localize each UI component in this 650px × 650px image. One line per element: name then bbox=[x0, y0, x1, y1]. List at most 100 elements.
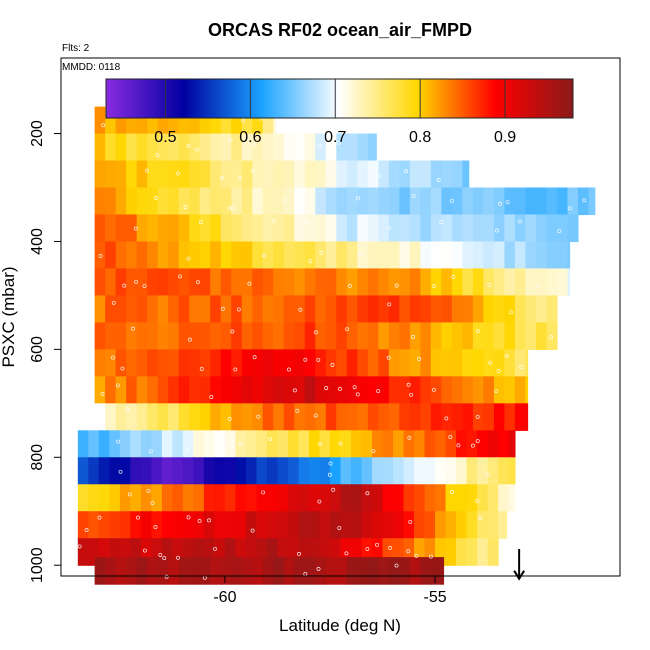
heatmap-cell bbox=[420, 160, 432, 189]
heatmap-cell bbox=[172, 484, 184, 512]
heatmap-cell bbox=[119, 484, 131, 512]
heatmap-cell bbox=[245, 484, 258, 512]
heatmap-cell bbox=[105, 403, 117, 431]
heatmap-cell bbox=[493, 376, 506, 404]
heatmap-cell bbox=[94, 106, 106, 135]
heatmap-cell bbox=[126, 106, 138, 135]
heatmap-cell bbox=[147, 214, 159, 243]
heatmap-cell bbox=[241, 106, 253, 135]
mmdd-label: MMDD: 0118 bbox=[62, 62, 121, 73]
heatmap-cell bbox=[88, 511, 100, 539]
heatmap-cell bbox=[252, 268, 264, 297]
heatmap-cell bbox=[94, 160, 106, 189]
heatmap-cell bbox=[273, 295, 285, 323]
heatmap-cell bbox=[287, 484, 300, 512]
heatmap-cell bbox=[189, 557, 201, 585]
heatmap-cell bbox=[262, 295, 274, 323]
heatmap-cell bbox=[235, 511, 247, 539]
heatmap-cell bbox=[126, 187, 138, 216]
heatmap-cell bbox=[325, 133, 337, 162]
observation-marker bbox=[186, 256, 191, 261]
heatmap-cell bbox=[283, 322, 295, 350]
heatmap-cell bbox=[231, 349, 243, 377]
heatmap-cell bbox=[435, 538, 447, 566]
heatmap-cell bbox=[147, 557, 159, 585]
heatmap-cell bbox=[98, 484, 110, 512]
observation-marker bbox=[439, 220, 444, 225]
heatmap-cell bbox=[382, 511, 394, 539]
heatmap-cell bbox=[567, 187, 579, 216]
heatmap-cell bbox=[535, 295, 548, 323]
heatmap-cell bbox=[178, 214, 190, 243]
heatmap-cell bbox=[435, 430, 447, 458]
observation-marker bbox=[231, 206, 235, 211]
heatmap-cell bbox=[367, 133, 377, 162]
heatmap-cell bbox=[351, 430, 363, 458]
heatmap-cell bbox=[203, 457, 216, 485]
heatmap-cell bbox=[340, 484, 352, 512]
observation-marker bbox=[97, 515, 102, 520]
heatmap-cell bbox=[157, 214, 169, 243]
heatmap-cell bbox=[483, 403, 495, 431]
heatmap-cell bbox=[115, 106, 127, 135]
heatmap-cell bbox=[456, 457, 468, 485]
heatmap-cell bbox=[367, 376, 379, 404]
heatmap-cell bbox=[214, 538, 226, 566]
heatmap-cell bbox=[388, 214, 400, 243]
heatmap-cell bbox=[283, 241, 295, 270]
heatmap-cell bbox=[329, 511, 342, 539]
observation-marker bbox=[488, 360, 493, 365]
heatmap-cell bbox=[94, 268, 106, 297]
heatmap-cell bbox=[287, 457, 300, 485]
heatmap-cell bbox=[182, 430, 194, 458]
heatmap-cell bbox=[283, 133, 295, 162]
heatmap-cell bbox=[294, 557, 306, 585]
observation-marker bbox=[292, 388, 297, 393]
heatmap-cell bbox=[147, 322, 159, 350]
heatmap-cell bbox=[546, 268, 558, 297]
y-axis: 200 400 600 800 1000 bbox=[29, 120, 62, 583]
observation-marker bbox=[347, 283, 352, 288]
heatmap-cell bbox=[498, 511, 508, 539]
heatmap-cell bbox=[367, 241, 379, 270]
heatmap-cell bbox=[504, 376, 516, 404]
observation-marker bbox=[313, 413, 318, 418]
heatmap-cell bbox=[203, 538, 216, 566]
heatmap-cell bbox=[199, 160, 211, 189]
heatmap-cell bbox=[294, 268, 306, 297]
heatmap-cell bbox=[210, 322, 222, 350]
heatmap-cell bbox=[445, 457, 457, 485]
heatmap-cell bbox=[430, 214, 442, 243]
heatmap-cell bbox=[214, 457, 226, 485]
heatmap-cell bbox=[189, 187, 201, 216]
observation-marker bbox=[428, 554, 433, 559]
heatmap-cell bbox=[203, 430, 216, 458]
heatmap-cell bbox=[266, 538, 279, 566]
observation-marker bbox=[317, 499, 322, 504]
heatmap-cell bbox=[109, 430, 121, 458]
observation-marker bbox=[328, 461, 333, 466]
heatmap-cell bbox=[477, 430, 489, 458]
heatmap-cell bbox=[161, 538, 173, 566]
heatmap-cell bbox=[388, 160, 400, 189]
heatmap-cell bbox=[172, 511, 184, 539]
heatmap-cell bbox=[315, 376, 327, 404]
heatmap-cell bbox=[126, 241, 138, 270]
flights-label: Flts: 2 bbox=[62, 43, 90, 54]
heatmap-cell bbox=[266, 511, 279, 539]
observation-marker bbox=[101, 123, 106, 128]
heatmap-cell bbox=[409, 268, 421, 297]
heatmap-cell bbox=[126, 295, 138, 323]
heatmap-cell bbox=[147, 349, 159, 377]
heatmap-cell bbox=[325, 349, 337, 377]
heatmap-cell bbox=[487, 484, 499, 512]
heatmap-cell bbox=[424, 511, 436, 539]
heatmap-cell bbox=[451, 214, 463, 243]
heatmap-cell bbox=[241, 557, 253, 585]
heatmap-cell bbox=[157, 295, 169, 323]
observation-marker bbox=[436, 178, 441, 183]
heatmap-cell bbox=[172, 457, 184, 485]
heatmap-cell bbox=[329, 484, 342, 512]
heatmap-cell bbox=[462, 160, 470, 189]
